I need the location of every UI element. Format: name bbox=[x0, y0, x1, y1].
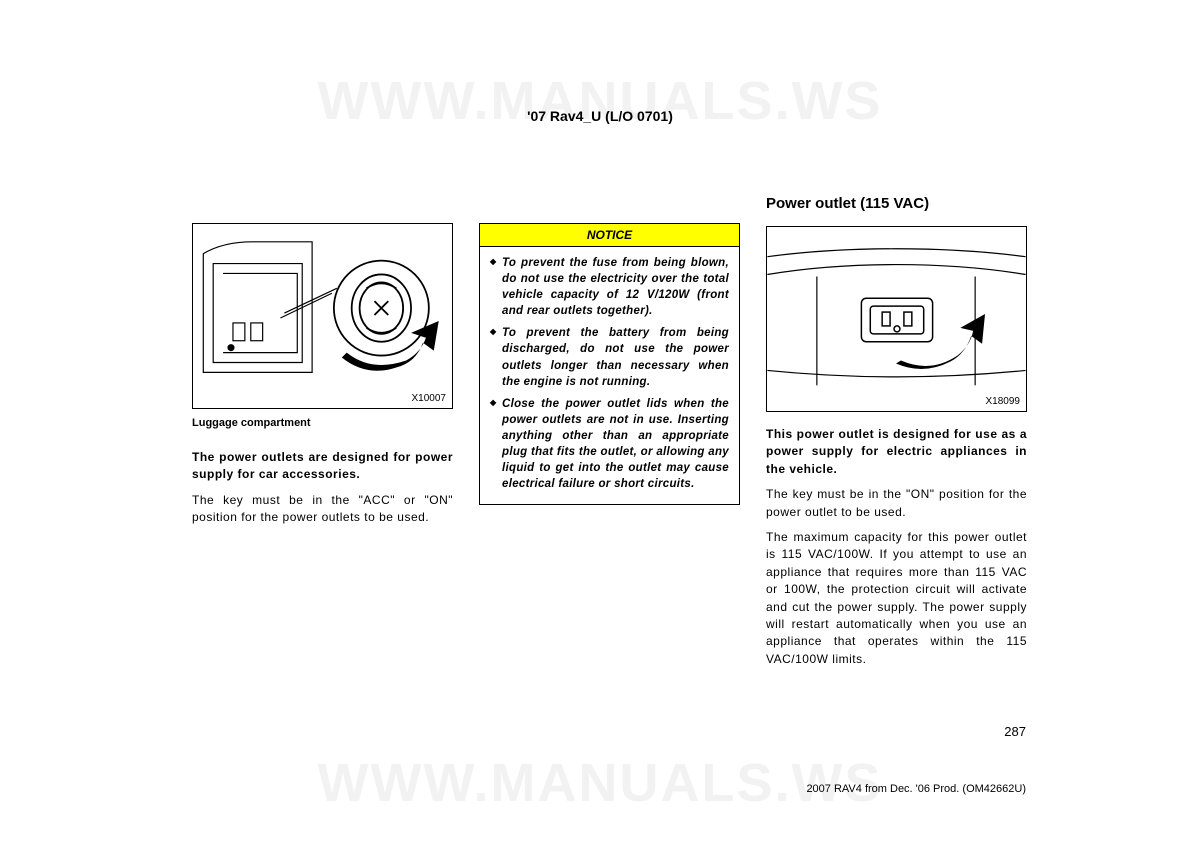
figure-code-left: X10007 bbox=[412, 393, 446, 404]
notice-box: NOTICE To prevent the fuse from being bl… bbox=[479, 223, 740, 505]
luggage-diagram bbox=[193, 224, 452, 408]
figure-power-outlet: X18099 bbox=[766, 226, 1027, 412]
section-title: Power outlet (115 VAC) bbox=[766, 195, 1027, 212]
column-right: Power outlet (115 VAC) bbox=[766, 195, 1027, 668]
power-outlet-diagram bbox=[767, 227, 1026, 411]
column-middle: NOTICE To prevent the fuse from being bl… bbox=[479, 223, 740, 668]
col3-para1: The key must be in the "ON" position for… bbox=[766, 486, 1027, 521]
notice-header: NOTICE bbox=[480, 224, 739, 247]
col3-para2: The maximum capacity for this power outl… bbox=[766, 529, 1027, 668]
notice-item: To prevent the battery from being discha… bbox=[490, 325, 729, 389]
col1-bold-text: The power outlets are designed for power… bbox=[192, 449, 453, 484]
col1-para: The key must be in the "ACC" or "ON" pos… bbox=[192, 492, 453, 527]
page-header: '07 Rav4_U (L/O 0701) bbox=[527, 108, 673, 124]
notice-body: To prevent the fuse from being blown, do… bbox=[480, 247, 739, 504]
content-area: X10007 Luggage compartment The power out… bbox=[192, 195, 1028, 668]
figure-luggage-compartment: X10007 bbox=[192, 223, 453, 409]
page-number: 287 bbox=[1004, 724, 1026, 739]
column-left: X10007 Luggage compartment The power out… bbox=[192, 223, 453, 668]
figure-label-left: Luggage compartment bbox=[192, 417, 453, 429]
watermark-bottom: WWW.MANUALS.WS bbox=[318, 752, 883, 814]
col3-bold-text: This power outlet is designed for use as… bbox=[766, 426, 1027, 478]
notice-item: Close the power outlet lids when the pow… bbox=[490, 396, 729, 493]
figure-code-right: X18099 bbox=[986, 396, 1020, 407]
notice-item: To prevent the fuse from being blown, do… bbox=[490, 255, 729, 319]
footer-text: 2007 RAV4 from Dec. '06 Prod. (OM42662U) bbox=[806, 783, 1026, 795]
